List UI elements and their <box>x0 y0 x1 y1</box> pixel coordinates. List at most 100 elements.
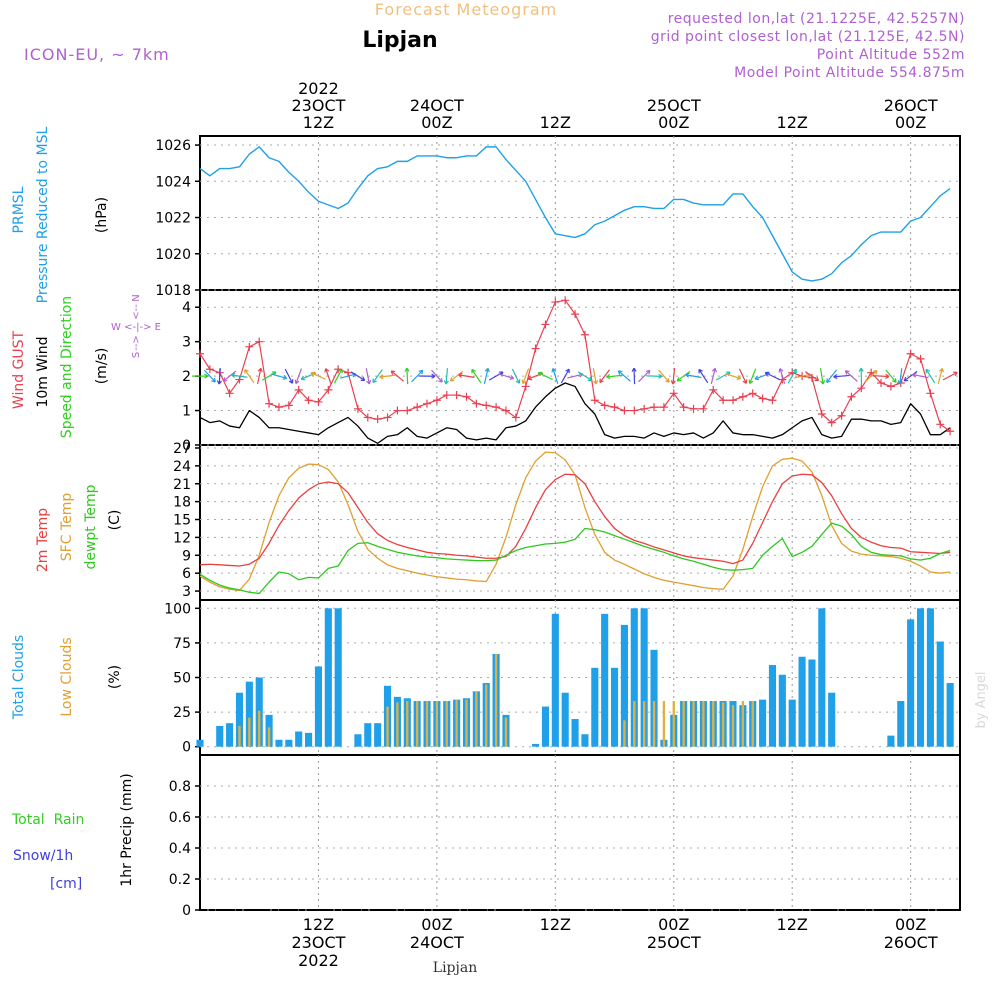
low-cloud-bar <box>396 702 399 747</box>
low-cloud-bar <box>435 701 439 747</box>
wind-direction-arrow <box>833 374 850 378</box>
total-cloud-bar <box>561 692 569 747</box>
wind-gust-marker <box>511 413 520 422</box>
temp-2m-label: 2m Temp <box>35 508 51 572</box>
snow-label: Snow/1h <box>13 848 73 864</box>
y-tick-label: 0 <box>182 903 191 919</box>
wind-direction-arrowhead <box>231 372 236 378</box>
wind-direction-arrow <box>498 373 514 380</box>
low-cloud-bar <box>258 710 261 747</box>
wind-direction-arrowhead <box>204 373 209 379</box>
wind-direction-arrow <box>560 368 570 384</box>
wind-gust-marker <box>580 330 589 339</box>
wind-direction-arrow <box>672 368 676 385</box>
wind-gust-label: Wind GUST <box>11 330 27 409</box>
temperature-series <box>199 451 951 595</box>
wind-direction-arrow <box>567 373 583 379</box>
low-cloud-bar <box>642 701 646 747</box>
wind-direction-arrow <box>372 369 383 383</box>
low-cloud-bar <box>267 727 271 747</box>
wind-direction-arrowhead <box>360 376 366 381</box>
wind-direction-arrow <box>864 370 878 383</box>
total-clouds-label: Total Clouds <box>11 635 27 720</box>
total-cloud-bar <box>759 699 767 747</box>
wind-gust-marker <box>699 404 708 413</box>
low-cloud-bar <box>652 701 656 747</box>
total-cloud-bar <box>551 613 559 747</box>
wind-gust-marker <box>245 342 254 351</box>
panel-frame <box>199 754 961 911</box>
total-cloud-bar <box>541 706 550 747</box>
wind-direction-arrow <box>310 372 326 380</box>
wind-direction-arrow <box>899 368 903 385</box>
low-cloud-bar <box>386 706 389 747</box>
y-tick-label: 0.8 <box>169 779 191 795</box>
wind-direction-arrowhead <box>844 370 850 375</box>
wind-direction-arrow <box>577 371 592 381</box>
wind-direction-arrowhead <box>892 378 897 383</box>
wind-direction-arrowhead <box>826 378 831 383</box>
wind-direction-arrow <box>779 368 786 384</box>
wind-direction-arrow <box>406 368 409 385</box>
wind-direction-arrow <box>261 371 277 381</box>
total-cloud-bar <box>245 681 253 747</box>
wind-gust-marker <box>610 403 619 412</box>
wind-direction-arrow <box>942 371 958 381</box>
y-tick-label: 18 <box>173 495 191 511</box>
wind-direction-arrow <box>244 369 255 384</box>
wind-gust-marker <box>472 399 481 408</box>
wind-gust-marker <box>640 404 649 413</box>
prmsl-unit: (hPa) <box>94 197 110 233</box>
low-cloud-bar <box>721 702 725 747</box>
bottom-axis-label: 26OCT <box>884 933 938 952</box>
wind-direction-arrow <box>658 369 670 383</box>
low-cloud-bar <box>406 701 409 747</box>
low-cloud-bar <box>633 701 636 747</box>
low-cloud-bar <box>415 701 419 747</box>
wind-direction-arrowhead <box>537 371 543 377</box>
wind-direction-arrowhead <box>764 371 770 377</box>
wind-gust-marker <box>728 396 737 405</box>
temp-unit: (C) <box>107 510 123 531</box>
y-tick-label: 9 <box>182 548 191 564</box>
wind-direction-arrow <box>617 370 631 382</box>
wind-direction-arrowhead <box>211 377 216 383</box>
total-cloud-bar <box>364 723 372 747</box>
wind-direction-arrowhead <box>742 379 748 384</box>
wind-direction-arrowhead <box>338 368 343 374</box>
panel-frame <box>199 289 961 446</box>
wind-10m-label: 10m Wind <box>35 336 51 407</box>
prmsl-label: PRMSL <box>11 186 27 233</box>
wind-direction-arrowhead <box>438 378 443 383</box>
wind-gust-marker <box>936 420 945 429</box>
wind-direction-arrowhead <box>443 380 449 385</box>
total-cloud-bar <box>226 723 234 747</box>
y-tick-label: 1 <box>182 404 191 420</box>
total-cloud-bar <box>285 739 293 747</box>
compass-arrow-up: <-- <box>131 304 142 320</box>
top-axis-label: 26OCT <box>884 96 938 115</box>
wind-direction-arrowhead <box>925 368 930 374</box>
low-cloud-bar <box>672 701 675 747</box>
total-cloud-bar <box>305 732 313 747</box>
grid-lines <box>317 136 912 910</box>
wind-series <box>192 296 958 444</box>
wind-direction-arrowhead <box>244 369 249 374</box>
wind-gust-marker <box>294 385 303 394</box>
wind-direction-arrowhead <box>379 374 384 380</box>
total-cloud-bar <box>916 608 925 747</box>
y-tick-label: 0.2 <box>169 872 191 888</box>
wind-direction-arrow <box>483 368 489 385</box>
low-cloud-bar <box>445 701 448 747</box>
watermark: by Angel <box>974 671 989 728</box>
wind-gust-marker <box>620 406 629 415</box>
chart-title: Forecast Meteogram <box>375 0 557 19</box>
wind-direction-arrowhead <box>676 376 682 382</box>
wind-gust-marker <box>462 392 471 401</box>
y-tick-label: 1022 <box>155 211 191 227</box>
wind-gust-marker <box>274 403 283 412</box>
wind-gust-marker <box>561 296 570 305</box>
wind-speed-line <box>199 382 951 444</box>
wind-direction-arrowhead <box>222 377 228 382</box>
